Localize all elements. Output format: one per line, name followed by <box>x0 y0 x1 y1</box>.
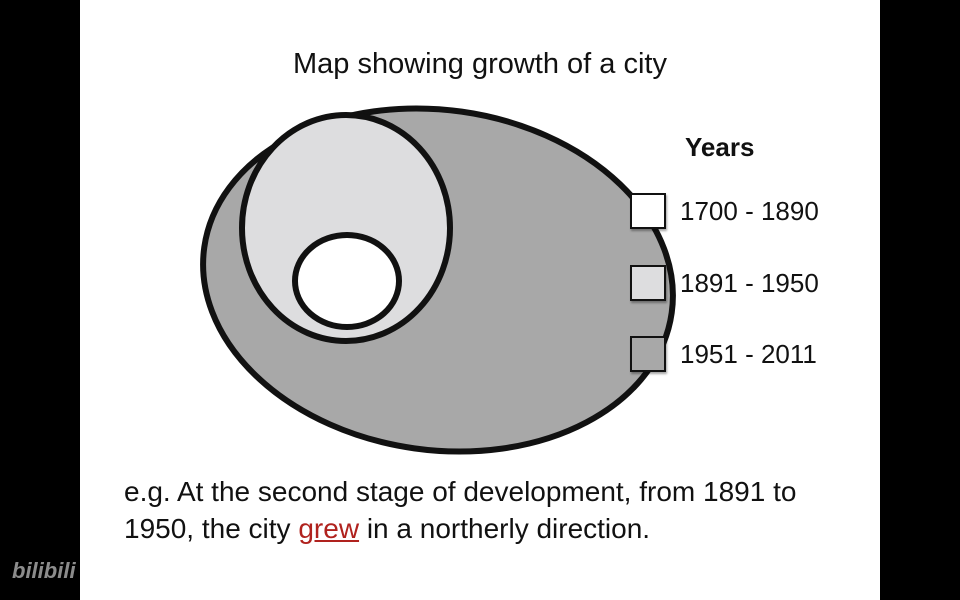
zone-1700-1890 <box>292 232 402 330</box>
city-growth-map <box>200 105 676 455</box>
map-title: Map showing growth of a city <box>293 48 667 80</box>
legend-label: 1700 - 1890 <box>680 195 819 226</box>
legend-label: 1951 - 2011 <box>680 338 817 369</box>
legend-item-1951-2011: 1951 - 2011 <box>630 334 817 374</box>
legend-item-1891-1950: 1891 - 1950 <box>630 263 819 303</box>
bilibili-watermark: bilibili <box>12 558 76 583</box>
example-sentence: e.g. At the second stage of development,… <box>124 473 864 547</box>
slide: Map showing growth of a city Years 1700 … <box>80 0 880 600</box>
caption-text-before: e.g. At the second stage of development,… <box>124 476 797 544</box>
legend-swatch <box>630 193 666 229</box>
legend-swatch <box>630 336 666 372</box>
legend-label: 1891 - 1950 <box>680 267 819 298</box>
highlighted-keyword: grew <box>298 513 360 544</box>
legend-swatch <box>630 265 666 301</box>
legend-title: Years <box>685 132 755 162</box>
legend-item-1700-1890: 1700 - 1890 <box>630 191 819 231</box>
caption-text-after: in a northerly direction. <box>359 513 651 544</box>
